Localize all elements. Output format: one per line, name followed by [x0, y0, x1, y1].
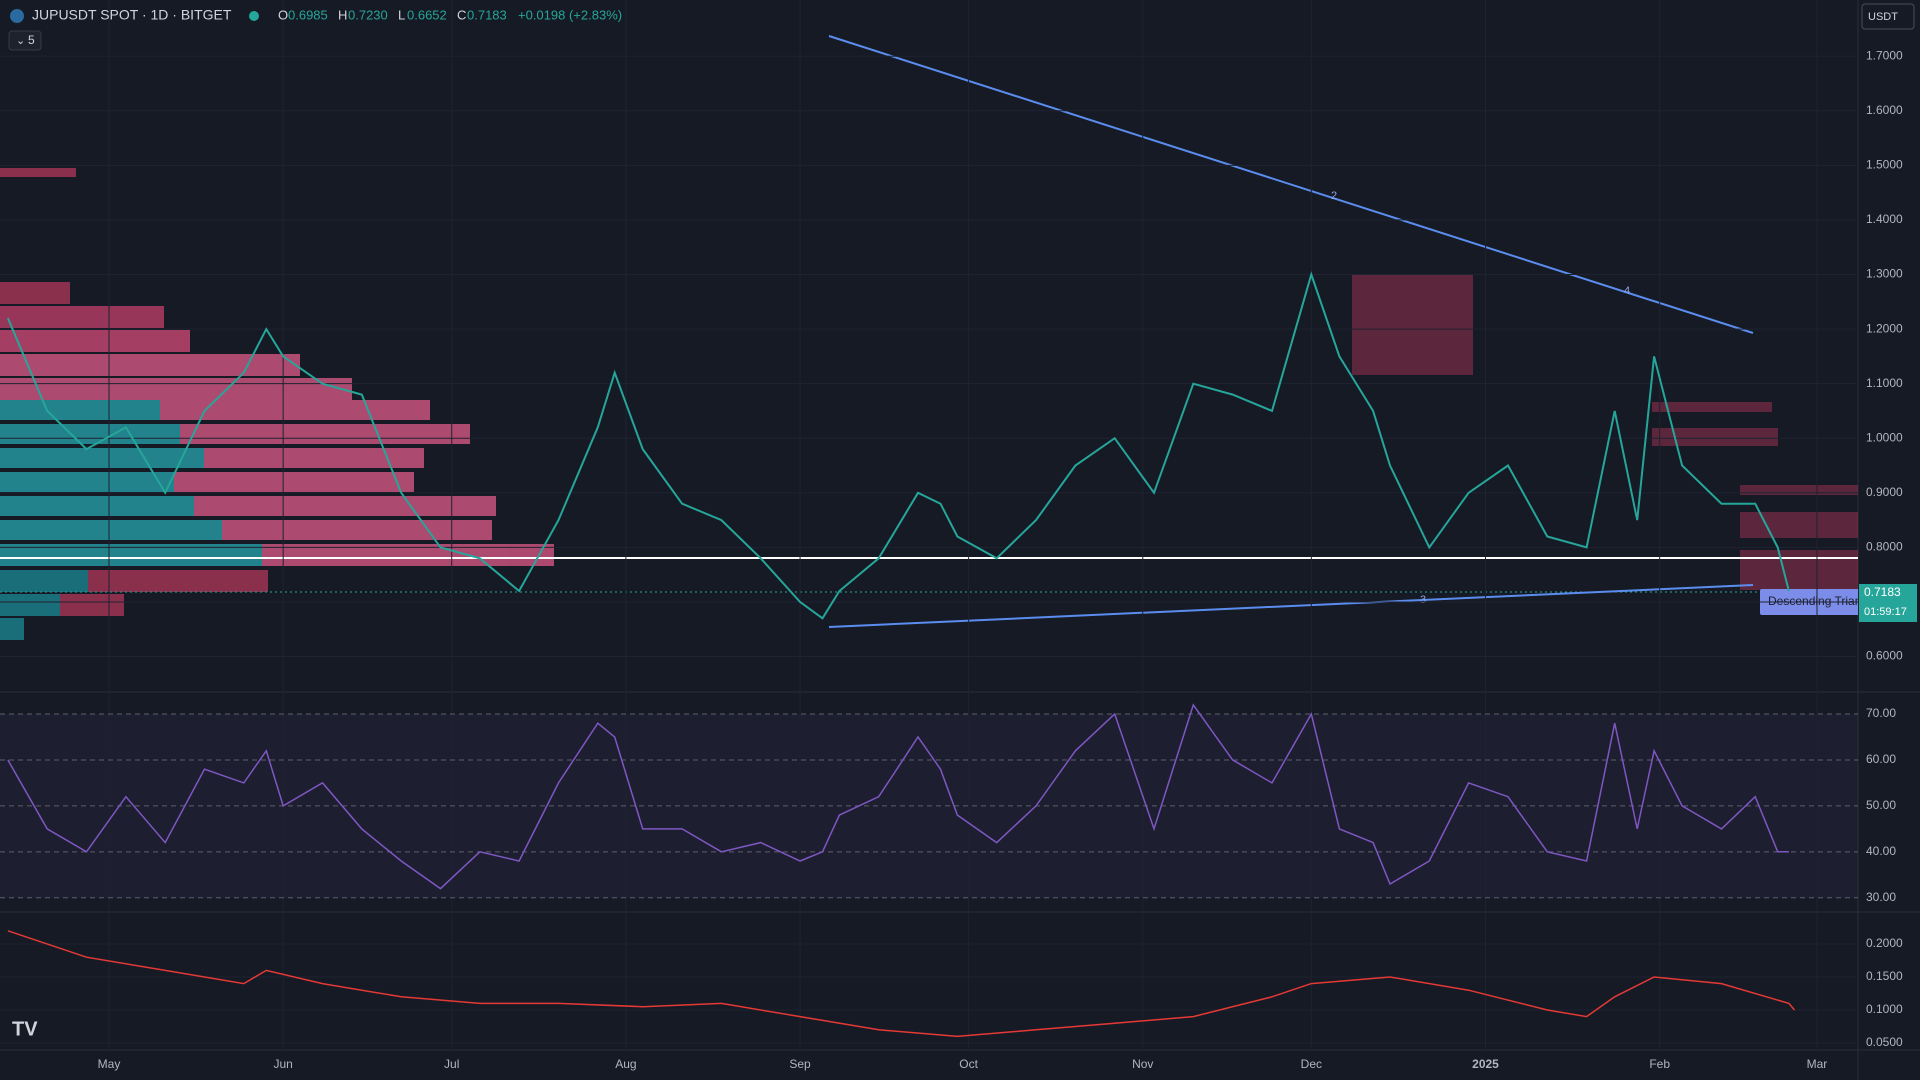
trendline-upper [828, 35, 1754, 334]
y-tick-label: 1.4000 [1866, 212, 1903, 226]
market-status[interactable] [249, 11, 259, 21]
x-tick-label: May [98, 1057, 121, 1071]
y-tick-label: 0.0500 [1866, 1035, 1903, 1049]
y-tick-label: 0.8000 [1866, 540, 1903, 554]
y-tick-label: 0.1500 [1866, 969, 1903, 983]
series-line [7, 703, 1789, 890]
x-tick-label: 2025 [1472, 1057, 1499, 1071]
open-label: O [278, 7, 288, 22]
close-value: 0.7183 [467, 7, 507, 22]
high-label: H [338, 7, 347, 22]
y-tick-label: 50.00 [1866, 798, 1896, 812]
x-tick-label: Aug [615, 1057, 636, 1071]
y-tick-label: 0.2000 [1866, 936, 1903, 950]
countdown: 01:59:17 [1864, 606, 1907, 618]
pattern-label: Descending Trian [1768, 594, 1861, 608]
y-tick-label: 1.6000 [1866, 103, 1903, 117]
low-label: L [398, 7, 405, 22]
currency: USDT [1868, 11, 1898, 23]
y-tick-label: 1.1000 [1866, 376, 1903, 390]
y-tick-label: 70.00 [1866, 706, 1896, 720]
x-tick-label: Jul [444, 1057, 459, 1071]
pivot-label: 2 [1331, 190, 1337, 202]
y-tick-label: 60.00 [1866, 752, 1896, 766]
series-line [6, 271, 1790, 620]
currency-button[interactable] [1861, 3, 1915, 30]
series-line [7, 930, 1796, 1038]
y-tick-label: 1.5000 [1866, 158, 1903, 172]
trendline-lower [828, 584, 1754, 628]
y-tick-label: 1.2000 [1866, 321, 1903, 335]
pivot-label: 4 [1624, 285, 1630, 297]
x-tick-label: Feb [1649, 1057, 1670, 1071]
x-tick-label: Jun [273, 1057, 292, 1071]
y-tick-label: 0.1000 [1866, 1002, 1903, 1016]
pivot-label: 3 [1420, 594, 1426, 606]
indicators-toggle[interactable] [8, 30, 42, 51]
open-value: 0.6985 [288, 7, 328, 22]
tv-logo: TV [12, 1018, 38, 1040]
last-price-box [1859, 584, 1917, 622]
low-value: 0.6652 [407, 7, 447, 22]
x-tick-label: Dec [1301, 1057, 1322, 1071]
indicators-count: 5 [28, 33, 35, 47]
last-price: 0.7183 [1864, 585, 1901, 599]
x-tick-label: Sep [789, 1057, 811, 1071]
y-tick-label: 1.0000 [1866, 430, 1903, 444]
y-tick-label: 1.7000 [1866, 48, 1903, 62]
y-tick-label: 1.3000 [1866, 267, 1903, 281]
high-value: 0.7230 [348, 7, 388, 22]
svg-text:TV: TV [12, 1018, 38, 1040]
y-tick-label: 0.9000 [1866, 485, 1903, 499]
x-tick-label: Nov [1132, 1057, 1153, 1071]
close-label: C [457, 7, 466, 22]
y-tick-label: 40.00 [1866, 844, 1896, 858]
x-tick-label: Mar [1807, 1057, 1828, 1071]
supply-zones [1352, 275, 1858, 590]
change: +0.0198 (+2.83%) [518, 7, 622, 22]
chevron: ⌄ [16, 35, 25, 47]
y-tick-label: 30.00 [1866, 890, 1896, 904]
symbol: JUPUSDT SPOT · 1D · BITGET [32, 7, 232, 23]
symbol-icon [10, 9, 24, 23]
y-tick-label: 0.6000 [1866, 649, 1903, 663]
x-tick-label: Oct [959, 1057, 978, 1071]
